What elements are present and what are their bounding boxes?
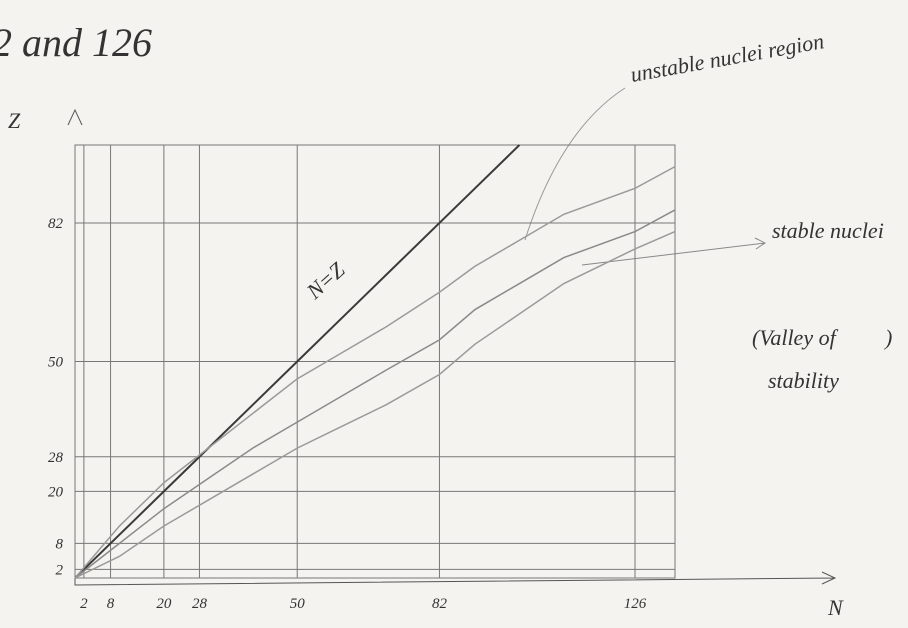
x-tick-label: 50 — [290, 596, 306, 612]
y-tick-label: 28 — [48, 450, 64, 466]
x-tick-label: 20 — [156, 596, 172, 612]
x-tick-label: 28 — [192, 596, 208, 612]
chart-title: 2 and 126 — [0, 20, 152, 65]
annotation: (Valley of — [752, 325, 839, 350]
y-tick-label: 20 — [48, 484, 64, 500]
x-tick-label: 82 — [432, 596, 448, 612]
annotation: ) — [883, 325, 892, 350]
y-tick-label: 82 — [48, 216, 64, 232]
y-axis-label: Z — [8, 108, 21, 133]
annotation: stable nuclei — [772, 218, 884, 243]
chart: 2 and 126 Z N N=Z unstable nuclei region… — [0, 0, 908, 623]
x-tick-label: 8 — [107, 596, 115, 612]
x-tick-label: 2 — [80, 596, 88, 612]
x-tick-label: 126 — [624, 596, 647, 612]
y-tick-label: 8 — [56, 536, 64, 552]
y-tick-label: 50 — [48, 355, 64, 371]
x-axis-label: N — [827, 595, 844, 620]
annotation: stability — [768, 368, 839, 393]
y-tick-label: 2 — [56, 562, 64, 578]
